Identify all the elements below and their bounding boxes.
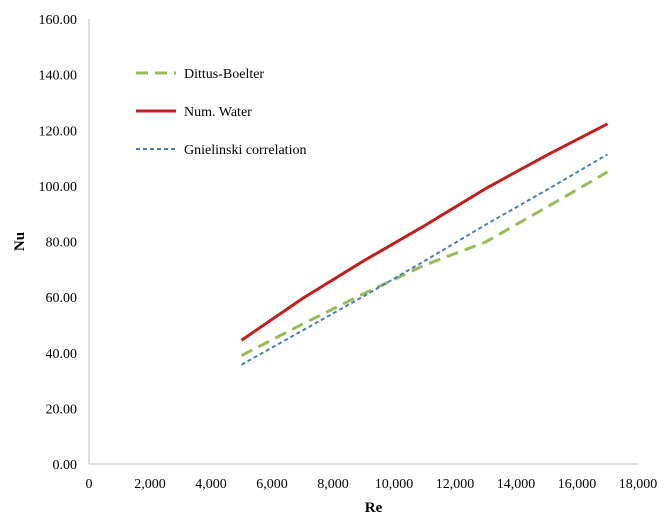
x-tick-labels: 0 2,000 4,000 6,000 8,000 10,000 12,000 14,000 1… bbox=[86, 477, 658, 492]
y-tick-label: 60.00 bbox=[46, 291, 78, 306]
y-tick-label: 40.00 bbox=[46, 347, 78, 362]
x-tick-label: 12,000 bbox=[436, 477, 475, 492]
y-tick-label: 160.00 bbox=[39, 13, 78, 28]
legend: Dittus-Boelter Num. Water Gnielinski corre… bbox=[136, 67, 306, 158]
y-tick-label: 140.00 bbox=[39, 69, 78, 84]
y-tick-label: 0.00 bbox=[53, 458, 78, 473]
series-line-1 bbox=[240, 170, 609, 357]
y-tick-labels: 0.00 20.00 40.00 60.00 80.00 100.00 120.00 140.… bbox=[39, 13, 78, 473]
x-tick-label: 14,000 bbox=[497, 477, 536, 492]
series-line-2 bbox=[240, 122, 609, 342]
x-tick-label: 6,000 bbox=[256, 477, 288, 492]
legend-label-1: Dittus-Boelter bbox=[184, 67, 264, 82]
legend-label-2: Num. Water bbox=[184, 105, 252, 120]
y-tick-label: 20.00 bbox=[46, 402, 78, 417]
x-tick-label: 0 bbox=[86, 477, 93, 492]
x-axis-title: Re bbox=[365, 500, 383, 516]
y-axis-title: Nu bbox=[12, 232, 28, 251]
series-lines bbox=[240, 122, 609, 366]
x-tick-label: 18,000 bbox=[619, 477, 658, 492]
x-tick-label: 4,000 bbox=[195, 477, 227, 492]
x-tick-label: 8,000 bbox=[317, 477, 349, 492]
y-tick-label: 80.00 bbox=[46, 236, 78, 251]
x-tick-label: 2,000 bbox=[134, 477, 166, 492]
y-tick-label: 100.00 bbox=[39, 180, 78, 195]
legend-label-3: Gnielinski correlation bbox=[184, 143, 306, 158]
x-tick-label: 10,000 bbox=[375, 477, 414, 492]
y-tick-label: 120.00 bbox=[39, 124, 78, 139]
series-line-3 bbox=[241, 153, 609, 366]
x-tick-label: 16,000 bbox=[558, 477, 597, 492]
